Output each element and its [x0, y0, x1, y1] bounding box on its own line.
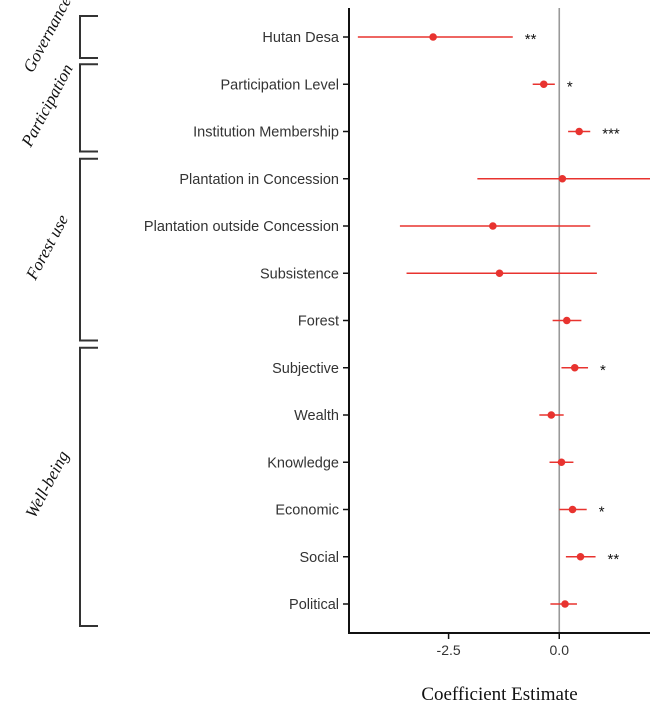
- bracket-forest-use: [79, 157, 98, 342]
- estimate-point-political: [561, 600, 569, 608]
- category-label-plantation-in-concession: Plantation in Concession: [179, 172, 339, 188]
- estimate-point-wealth: [547, 411, 556, 419]
- x-tick-label-0: -2.5: [437, 642, 461, 658]
- category-labels-group: Hutan Desa Participation Level Institution…: [144, 30, 340, 613]
- significance-marker-institution-membership: ***: [602, 126, 620, 143]
- estimate-point-forest: [562, 316, 571, 325]
- category-label-subsistence: Subsistence: [260, 266, 339, 282]
- category-label-subjective: Subjective: [272, 361, 339, 377]
- significance-marker-economic: *: [599, 504, 605, 521]
- group-label-well-being: Well-being: [22, 448, 73, 521]
- estimate-point-plantation-in-concession: [558, 174, 567, 183]
- bracket-participation: [79, 63, 98, 153]
- category-label-economic: Economic: [275, 503, 339, 519]
- group-label-participation: Participation: [17, 61, 77, 151]
- estimate-point-economic: [568, 505, 577, 514]
- confidence-intervals-group: [357, 36, 650, 605]
- group-label-governance: Governance: [19, 0, 75, 76]
- x-tick-label-1: 0.0: [550, 642, 570, 658]
- category-label-hutan-desa: Hutan Desa: [262, 30, 340, 46]
- estimate-point-subjective: [570, 363, 579, 372]
- significance-marker-subjective: *: [600, 362, 606, 379]
- category-label-wealth: Wealth: [294, 408, 339, 424]
- estimate-point-subsistence: [495, 269, 504, 278]
- category-label-knowledge: Knowledge: [267, 455, 339, 471]
- x-ticks-group: -2.5 0.0: [437, 633, 570, 658]
- bracket-well-being: [79, 346, 98, 627]
- category-label-political: Political: [289, 597, 339, 613]
- category-label-institution-membership: Institution Membership: [193, 125, 339, 141]
- estimate-point-institution-membership: [575, 127, 583, 136]
- significance-marker-participation-level: *: [567, 78, 573, 95]
- estimate-point-hutan-desa: [429, 33, 437, 41]
- category-label-plantation-outside-concession: Plantation outside Concession: [144, 219, 339, 235]
- estimate-point-knowledge: [557, 458, 566, 467]
- group-label-forest-use: Forest use: [22, 211, 73, 284]
- significance-marker-social: **: [608, 551, 620, 568]
- x-axis-title: Coefficient Estimate: [421, 684, 577, 705]
- category-label-social: Social: [300, 550, 340, 566]
- significance-markers-group: **********: [525, 31, 620, 568]
- axes-group: [343, 8, 650, 634]
- estimate-points-group: [429, 33, 585, 608]
- category-label-participation-level: Participation Level: [221, 77, 340, 93]
- estimate-point-plantation-outside-concession: [489, 222, 497, 230]
- estimate-point-social: [576, 552, 585, 561]
- estimate-point-participation-level: [539, 80, 548, 89]
- bracket-governance: [79, 15, 98, 59]
- category-label-forest: Forest: [298, 314, 339, 330]
- significance-marker-hutan-desa: **: [525, 31, 537, 48]
